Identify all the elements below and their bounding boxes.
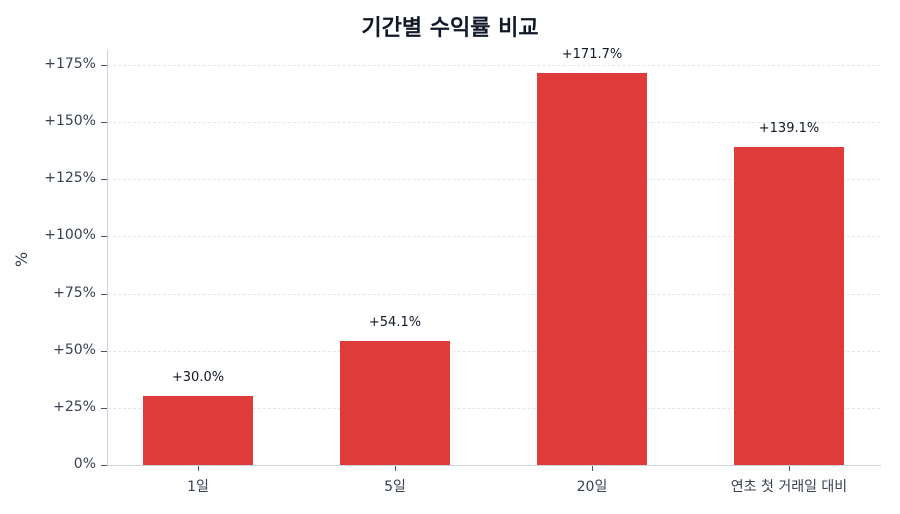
gridline — [108, 236, 880, 237]
y-tick-mark — [101, 122, 107, 123]
chart-title: 기간별 수익률 비교 — [361, 16, 539, 41]
y-tick-mark — [101, 65, 107, 66]
x-tick-mark — [395, 466, 396, 471]
bar — [143, 396, 253, 465]
y-axis-title: % — [12, 251, 32, 268]
y-tick-label: +100% — [44, 227, 96, 243]
gridline — [108, 294, 880, 295]
x-tick-mark — [592, 466, 593, 471]
x-tick-label: 20일 — [576, 479, 608, 495]
y-tick-label: +25% — [53, 399, 96, 415]
bar-value-label: +139.1% — [758, 121, 820, 136]
y-tick-label: +150% — [44, 113, 96, 129]
y-tick-label: +125% — [44, 170, 96, 186]
y-tick-mark — [101, 408, 107, 409]
y-tick-label: +75% — [53, 285, 96, 301]
gridline — [108, 179, 880, 180]
gridline — [108, 122, 880, 123]
x-tick-label: 5일 — [384, 479, 406, 495]
x-tick-label: 연초 첫 거래일 대비 — [730, 479, 848, 495]
gridline — [108, 408, 880, 409]
x-axis-line — [107, 465, 881, 466]
bar — [734, 147, 844, 465]
gridline — [108, 65, 880, 66]
y-tick-mark — [101, 179, 107, 180]
y-tick-mark — [101, 465, 107, 466]
y-tick-label: +50% — [53, 342, 96, 358]
y-tick-label: +175% — [44, 56, 96, 72]
bar — [537, 73, 647, 465]
x-tick-mark — [789, 466, 790, 471]
y-tick-label: 0% — [73, 456, 96, 472]
bar-value-label: +30.0% — [171, 370, 225, 385]
y-tick-mark — [101, 236, 107, 237]
y-tick-mark — [101, 351, 107, 352]
bar-value-label: +171.7% — [561, 47, 623, 62]
bar-value-label: +54.1% — [368, 315, 422, 330]
gridline — [108, 351, 880, 352]
bar — [340, 341, 450, 465]
y-tick-mark — [101, 294, 107, 295]
x-tick-label: 1일 — [187, 479, 209, 495]
x-tick-mark — [198, 466, 199, 471]
y-axis-line — [107, 50, 108, 466]
